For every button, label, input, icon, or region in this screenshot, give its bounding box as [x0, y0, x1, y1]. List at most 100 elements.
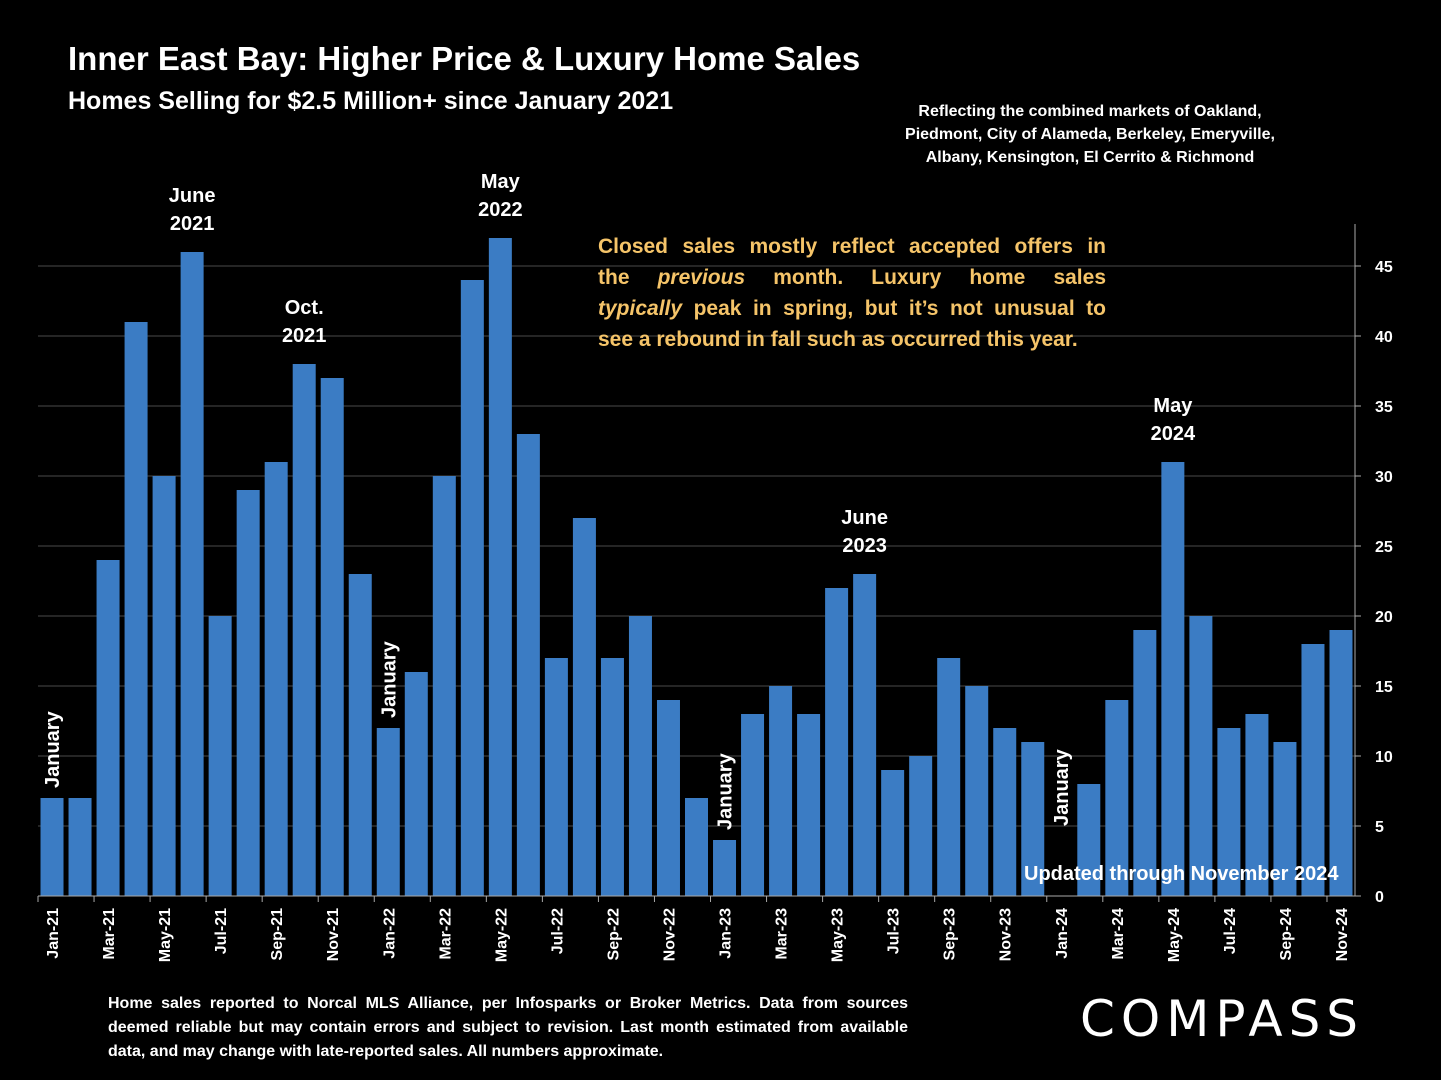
y-tick-label: 0: [1375, 889, 1384, 906]
bar-Sep-21: [264, 462, 288, 896]
x-tick-label: May-21: [157, 908, 174, 962]
y-tick-label: 30: [1375, 469, 1393, 486]
callout-line-1: Closed sales mostly reflect accepted off…: [598, 235, 1106, 258]
x-tick-label: May-23: [830, 908, 847, 962]
x-tick-label: Mar-23: [774, 908, 791, 960]
bar-Jul-24: [1217, 728, 1241, 896]
bar-Jan-21: [40, 798, 64, 896]
markets-note: Reflecting the combined markets of Oakla…: [905, 103, 1275, 166]
annotation-label: June: [841, 507, 888, 529]
bar-Jul-22: [544, 658, 568, 896]
bar-Aug-22: [572, 518, 596, 896]
bar-Oct-21: [292, 364, 316, 896]
x-tick-label: Nov-21: [325, 908, 342, 961]
bar-Aug-21: [236, 490, 260, 896]
annotation-label: 2021: [282, 325, 327, 347]
x-tick-label: Mar-22: [437, 908, 454, 960]
bar-May-22: [488, 238, 512, 896]
bar-Apr-24: [1133, 630, 1157, 896]
bar-Jan-22: [376, 728, 400, 896]
bar-Nov-24: [1329, 630, 1353, 896]
january-label: January: [1051, 748, 1073, 826]
x-tick-label: Jul-21: [213, 908, 230, 954]
bar-Jun-24: [1189, 616, 1213, 896]
january-label: January: [42, 710, 64, 788]
bar-Dec-21: [348, 574, 372, 896]
x-tick-label: May-24: [1166, 908, 1183, 962]
axes: 0 5 10 15 20 25 30 35 40 45 Jan-21 Mar-21 May-21 Jul-…: [37, 224, 1393, 962]
annotation-label: Oct.: [285, 297, 324, 319]
chart-subtitle: Homes Selling for $2.5 Million+ since Ja…: [68, 87, 674, 115]
january-label: January: [378, 640, 400, 718]
x-tick-label: Jan-21: [45, 908, 62, 959]
y-tick-label: 10: [1375, 749, 1393, 766]
x-tick-label: Jul-23: [886, 908, 903, 954]
callout-text: Closed sales mostly reflect accepted off…: [598, 231, 1106, 355]
bar-Sep-22: [600, 658, 624, 896]
y-tick-label: 45: [1375, 259, 1393, 276]
x-tick-label: Jan-23: [718, 908, 735, 959]
footnote: Home sales reported to Norcal MLS Allian…: [108, 995, 908, 1060]
bar-Jun-23: [853, 574, 877, 896]
bar-Jul-23: [881, 770, 905, 896]
x-tick-label: Sep-22: [605, 908, 622, 961]
bar-Feb-21: [68, 798, 92, 896]
bar-May-21: [152, 476, 176, 896]
y-tick-label: 15: [1375, 679, 1393, 696]
annotation-label: May: [481, 171, 521, 193]
bar-Nov-22: [656, 700, 680, 896]
bar-Jul-21: [208, 616, 232, 896]
x-tick-label: Jan-24: [1054, 908, 1071, 959]
bar-May-24: [1161, 462, 1185, 896]
x-tick-label: May-22: [493, 908, 510, 962]
updated-text: Updated through November 2024: [1024, 863, 1339, 885]
bar-Nov-21: [320, 378, 344, 896]
x-tick-label: Sep-21: [269, 908, 286, 961]
annotation-label: 2022: [478, 199, 523, 221]
y-tick-label: 20: [1375, 609, 1393, 626]
bar-Apr-21: [124, 322, 148, 896]
x-tick-label: Sep-23: [942, 908, 959, 961]
x-tick-label: Jul-22: [549, 908, 566, 954]
compass-logo: COMPASS: [1080, 990, 1365, 1048]
bar-Nov-23: [993, 728, 1017, 896]
bar-Feb-24: [1077, 784, 1101, 896]
annotation-label: 2021: [170, 213, 215, 235]
bar-Mar-23: [769, 686, 793, 896]
x-tick-label: Jul-24: [1222, 908, 1239, 954]
y-tick-label: 35: [1375, 399, 1393, 416]
annotation-label: May: [1153, 395, 1193, 417]
x-tick-label: Jan-22: [381, 908, 398, 959]
bar-Aug-24: [1245, 714, 1269, 896]
callout-line-4: see a rebound in fall such as occurred t…: [598, 328, 1078, 351]
bar-Jan-23: [713, 840, 737, 896]
annotations: June 2021 Oct. 2021 May 2022 June 2023 May 2024 Ja…: [42, 171, 1196, 830]
annotation-label: June: [169, 185, 216, 207]
x-tick-label: Nov-24: [1334, 908, 1351, 961]
bar-Jun-22: [516, 434, 540, 896]
bar-Sep-23: [937, 658, 961, 896]
bar-Apr-22: [460, 280, 484, 896]
annotation-label: 2023: [842, 535, 887, 557]
bar-Oct-24: [1301, 644, 1325, 896]
x-tick-label: Mar-21: [101, 908, 118, 960]
bar-May-23: [825, 588, 849, 896]
bar-Feb-22: [404, 672, 428, 896]
x-tick-label: Sep-24: [1278, 908, 1295, 961]
bar-Oct-23: [965, 686, 989, 896]
callout-line-3: typically peak in spring, but it’s not u…: [598, 297, 1106, 320]
bar-Sep-24: [1273, 742, 1297, 896]
bar-Mar-24: [1105, 700, 1129, 896]
x-tick-label: Mar-24: [1110, 908, 1127, 960]
annotation-label: 2024: [1151, 423, 1196, 445]
bar-Aug-23: [909, 756, 933, 896]
january-label: January: [715, 752, 737, 830]
bar-Oct-22: [628, 616, 652, 896]
bar-Apr-23: [797, 714, 821, 896]
bar-Jun-21: [180, 252, 204, 896]
bar-Mar-22: [432, 476, 456, 896]
chart-title: Inner East Bay: Higher Price & Luxury Ho…: [68, 40, 861, 77]
x-tick-label: Nov-23: [998, 908, 1015, 961]
bars: [40, 238, 1353, 896]
